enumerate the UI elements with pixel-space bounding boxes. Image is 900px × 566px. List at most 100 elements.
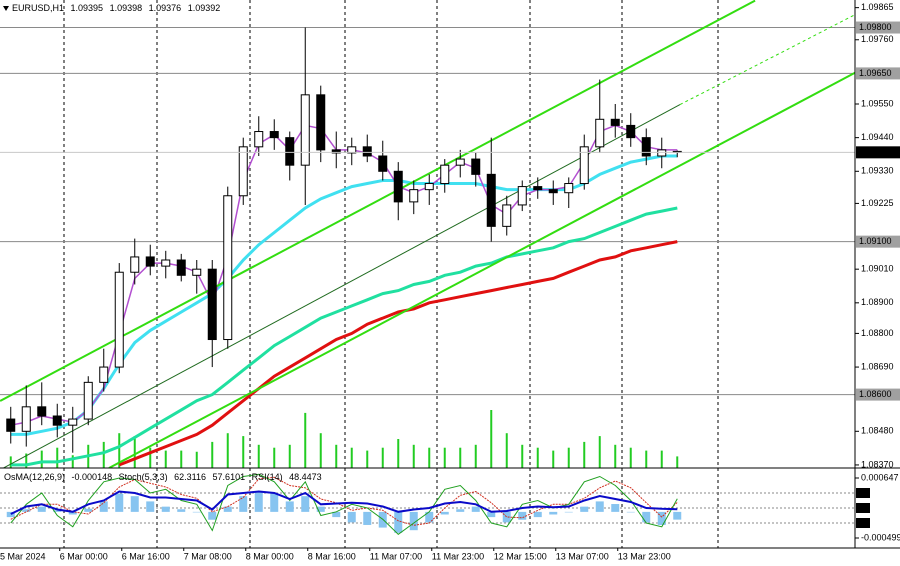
x-tick-label: 6 Mar 16:00 xyxy=(122,551,170,561)
indicator-header: OsMA(12,26,9) -0.000148 Stoch(5,3,3) 62.… xyxy=(4,472,322,482)
current-price-label: 1.09392 xyxy=(859,147,892,157)
osma-bar xyxy=(99,501,108,512)
candle-body xyxy=(533,186,543,191)
osma-bar xyxy=(37,506,46,512)
osma-bar xyxy=(332,511,341,518)
candle-body xyxy=(409,189,419,203)
candle-body xyxy=(424,183,434,191)
candle-body xyxy=(393,170,403,203)
candle-body xyxy=(579,146,589,185)
level-label-box xyxy=(856,67,900,80)
osma-name: OsMA(12,26,9) xyxy=(4,472,65,482)
moving-average xyxy=(118,240,678,467)
price-pane xyxy=(0,0,855,468)
level-label: 1.09800 xyxy=(859,22,892,32)
level-label-box xyxy=(856,235,900,248)
osma-bar xyxy=(518,511,527,520)
osma-bar xyxy=(208,511,217,520)
osma-bar xyxy=(580,506,589,512)
osc-level-box xyxy=(856,488,870,498)
candle-body xyxy=(595,118,605,148)
osc-level-box xyxy=(856,503,870,513)
candle-body xyxy=(378,155,388,172)
candle-body xyxy=(114,271,124,368)
level-label-box xyxy=(856,388,900,401)
candle-body xyxy=(486,173,496,227)
osma-bar xyxy=(533,511,542,518)
osma-bar xyxy=(130,496,139,512)
osma-bar xyxy=(456,509,465,512)
symbol: EURUSD,H1 xyxy=(12,3,64,13)
osma-bar xyxy=(161,506,170,512)
candle-body xyxy=(610,118,620,126)
y-tick-label: 1.09440 xyxy=(861,132,894,142)
y-tick-label: 1.09225 xyxy=(861,198,894,208)
osma-bar xyxy=(347,511,356,523)
osma-bar xyxy=(301,496,310,512)
stoch-main-value: 62.3116 xyxy=(174,472,206,482)
osma-bar xyxy=(270,493,279,512)
candle-body xyxy=(331,149,341,154)
x-tick-label: 12 Mar 15:00 xyxy=(494,551,547,561)
x-tick-label: 11 Mar 23:00 xyxy=(432,551,484,561)
osma-bar xyxy=(564,511,573,513)
osma-bar xyxy=(409,511,418,531)
rsi-name: RSI(14) xyxy=(252,472,283,482)
candle-body xyxy=(502,204,512,227)
trendline xyxy=(108,71,855,468)
osma-bar xyxy=(68,511,77,515)
candle-body xyxy=(223,195,233,341)
y-tick-label: 1.09865 xyxy=(861,2,894,12)
candle-body xyxy=(161,259,171,267)
trendline xyxy=(2,104,681,468)
candle-body xyxy=(440,164,450,185)
x-tick-label: 13 Mar 23:00 xyxy=(618,551,671,561)
osma-bar xyxy=(549,511,558,515)
menu-arrow[interactable] xyxy=(3,6,9,11)
candle-body xyxy=(471,158,481,175)
osma-bar xyxy=(471,506,480,512)
osma-bar xyxy=(192,511,201,513)
moving-average xyxy=(10,206,678,467)
osma-bar xyxy=(254,490,263,512)
candle-body xyxy=(362,146,372,157)
y-tick-label: 1.09550 xyxy=(861,98,894,108)
stoch-main xyxy=(10,473,678,535)
candle-body xyxy=(548,189,558,194)
x-tick-label: 13 Mar 07:00 xyxy=(556,551,609,561)
candle-body xyxy=(455,158,465,166)
candle-body xyxy=(145,256,155,267)
chart-header: EURUSD,H1 1.09395 1.09398 1.09376 1.0939… xyxy=(12,3,220,13)
candle-body xyxy=(316,94,326,151)
candle-body xyxy=(6,418,16,432)
osma-bar xyxy=(6,511,15,518)
osma-bar xyxy=(285,501,294,512)
candle-body xyxy=(192,268,202,276)
candle-body xyxy=(285,137,295,166)
high-value: 1.09398 xyxy=(110,3,143,13)
vertical-grid xyxy=(63,0,719,548)
osma-bar xyxy=(642,511,651,523)
osma-bar xyxy=(146,501,155,512)
osc-level-label: 70 xyxy=(858,487,868,497)
rsi-line xyxy=(10,490,678,515)
candle-body xyxy=(300,94,310,166)
candle-body xyxy=(83,381,93,420)
x-tick-label: 11 Mar 07:00 xyxy=(370,551,422,561)
candle-body xyxy=(99,366,109,383)
osc-level-box xyxy=(856,518,870,528)
candle-body xyxy=(269,131,279,139)
y-tick-label: 1.09330 xyxy=(861,166,894,176)
y-tick-label: 1.08800 xyxy=(861,328,894,338)
x-tick-label: 6 Mar 00:00 xyxy=(60,551,108,561)
candle-body xyxy=(52,415,62,426)
x-tick-label: 8 Mar 16:00 xyxy=(308,551,356,561)
y-tick-label: 1.08370 xyxy=(861,459,894,469)
osma-tick-label: -0.000499 xyxy=(861,532,900,542)
x-tick-label: 7 Mar 08:00 xyxy=(184,551,232,561)
osma-bar xyxy=(177,509,186,512)
trendline xyxy=(679,14,855,106)
